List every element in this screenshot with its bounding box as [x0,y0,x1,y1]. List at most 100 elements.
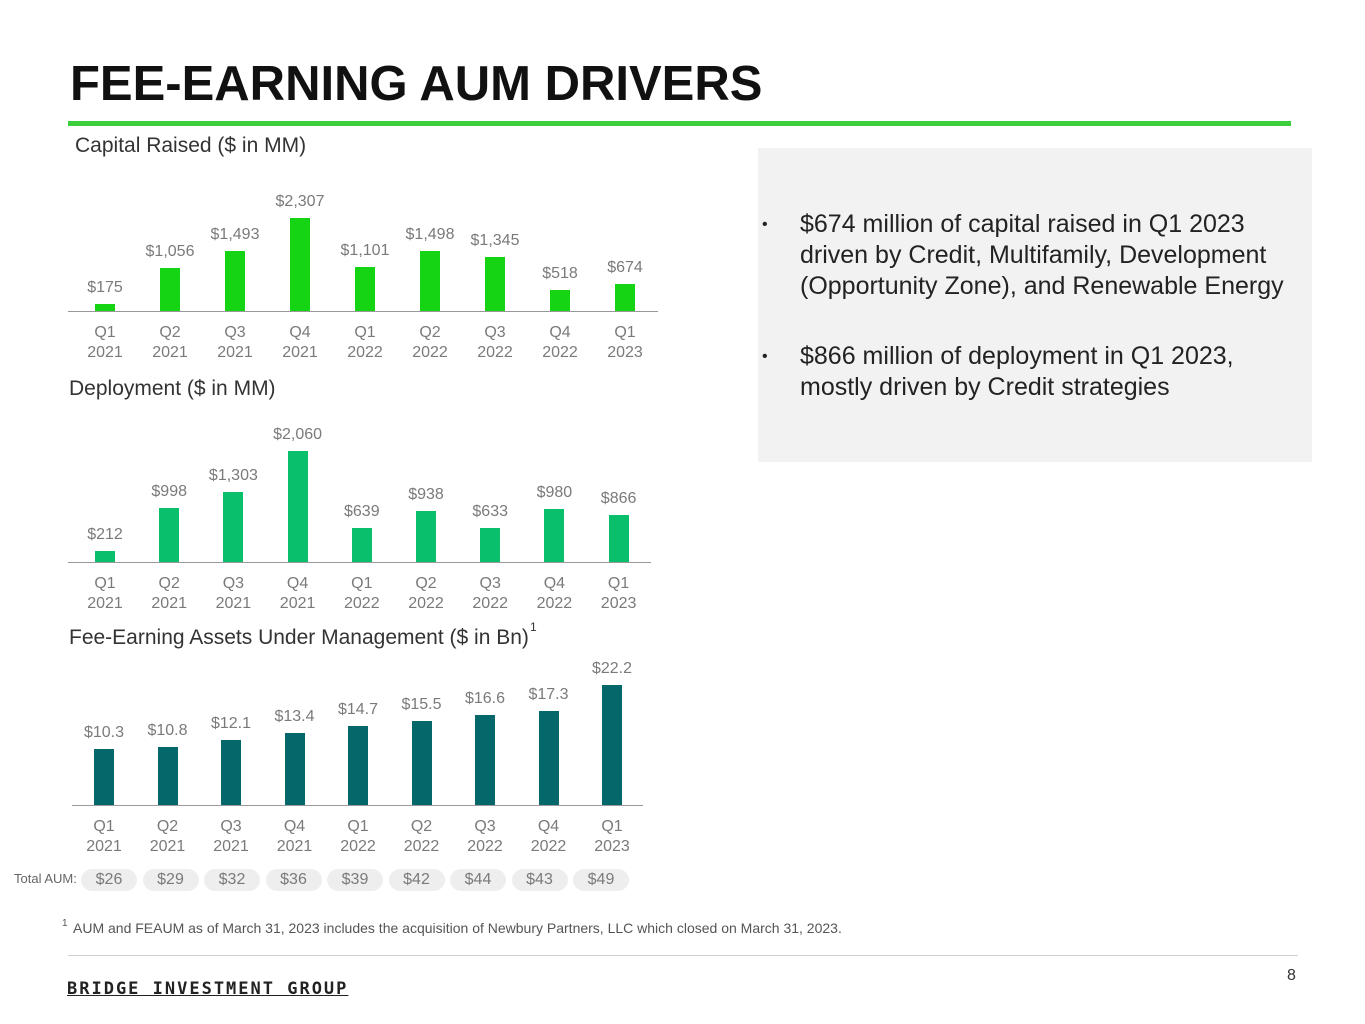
total-aum-value: $44 [450,869,506,891]
value-label: $10.3 [83,724,125,742]
bullet-text: $674 million of capital raised in Q1 202… [800,210,1284,300]
axis-line [68,311,658,312]
bar [602,685,622,805]
chart-title: Deployment ($ in MM) [69,377,276,400]
x-tick-label: Q4 2022 [542,324,578,361]
bar [480,527,501,562]
bar [615,283,635,311]
x-tick-label: Q4 2021 [282,324,318,361]
total-aum-value: $32 [204,869,260,891]
bar [157,746,178,805]
x-tick-label: Q2 2022 [403,818,440,855]
logo: BRIDGE INVESTMENT GROUP [67,979,349,999]
value-label: $866 [600,490,637,508]
value-label: $980 [536,484,573,502]
x-tick-label: Q4 2021 [279,575,316,612]
bar [420,250,440,311]
bar [550,290,570,311]
bar [94,749,114,805]
footer-rule [68,955,1298,956]
bar [223,491,244,562]
x-tick-label: Q1 2022 [340,818,376,855]
x-tick-label: Q1 2021 [86,818,122,855]
total-aum-value: $49 [573,869,629,891]
total-aum-value: $39 [327,869,383,891]
bullet-text: $866 million of deployment in Q1 2023, m… [800,342,1234,401]
bar [355,266,375,311]
bar [538,711,559,805]
value-label: $22.2 [591,660,633,677]
bar [284,732,305,805]
value-label: $1,056 [145,243,195,261]
bar [225,250,245,311]
x-tick-label: Q2 2021 [149,818,186,855]
bar [411,721,432,805]
footnote-marker: 1 [62,918,68,929]
x-tick-label: Q2 2022 [408,575,444,612]
value-label: $1,493 [210,225,260,243]
axis-line [72,805,643,806]
summary-panel [758,148,1312,462]
bar [608,515,629,562]
bar [160,268,180,311]
value-label: $2,060 [273,426,323,443]
value-label: $674 [607,258,643,276]
chart-title: Fee-Earning Assets Under Management ($ i… [69,626,529,649]
value-label: $633 [472,502,508,520]
value-label: $639 [344,502,380,520]
value-label: $2,307 [275,193,325,210]
x-tick-label: Q1 2022 [347,324,383,361]
x-tick-label: Q2 2021 [151,575,187,612]
title-rule [68,121,1291,126]
bar [351,527,372,562]
x-tick-label: Q3 2022 [477,324,513,361]
chart-title: Capital Raised ($ in MM) [75,134,307,157]
total-aum-value: $43 [511,869,568,891]
bar [475,715,495,805]
x-tick-label: Q3 2022 [467,818,503,855]
x-tick-label: Q3 2021 [215,575,252,612]
x-tick-label: Q3 2021 [213,818,249,855]
x-tick-label: Q1 2021 [87,324,123,361]
footnote: AUM and FEAUM as of March 31, 2023 inclu… [73,920,842,936]
bar [159,508,180,562]
title-note: 1 [530,620,537,634]
value-label: $12.1 [210,714,252,732]
total-aum-value: $42 [388,869,445,891]
value-label: $175 [87,278,123,296]
bar [95,550,115,562]
bar [287,451,308,562]
bar [221,739,241,805]
x-tick-label: Q4 2022 [536,575,573,612]
x-tick-label: Q1 2023 [594,818,630,855]
value-label: $17.3 [528,686,569,704]
x-tick-label: Q1 2023 [607,324,643,361]
value-label: $1,345 [470,231,520,249]
x-tick-label: Q1 2023 [600,575,637,612]
bar [290,218,310,311]
bar [95,303,115,311]
total-aum-value: $29 [142,869,199,891]
value-label: $1,498 [405,225,455,243]
value-label: $14.7 [337,700,379,718]
value-label: $212 [87,525,123,543]
x-tick-label: Q4 2022 [530,818,567,855]
x-tick-label: Q3 2021 [217,324,253,361]
value-label: $1,303 [208,466,258,484]
axis-line [68,562,651,563]
value-label: $13.4 [274,707,315,725]
x-tick-label: Q1 2021 [87,575,123,612]
bar [348,725,368,805]
bullet: • $674 million of capital raised in Q1 20… [762,209,1312,302]
value-label: $938 [408,486,444,504]
x-tick-label: Q2 2022 [412,324,448,361]
value-label: $1,101 [340,241,390,259]
x-tick-label: Q2 2021 [152,324,188,361]
x-tick-label: Q4 2021 [276,818,313,855]
value-label: $998 [151,483,187,501]
value-label: $10.8 [147,721,188,739]
bar [485,256,505,311]
slide-title: FEE-EARNING AUM DRIVERS [70,57,763,111]
bar [416,511,436,562]
